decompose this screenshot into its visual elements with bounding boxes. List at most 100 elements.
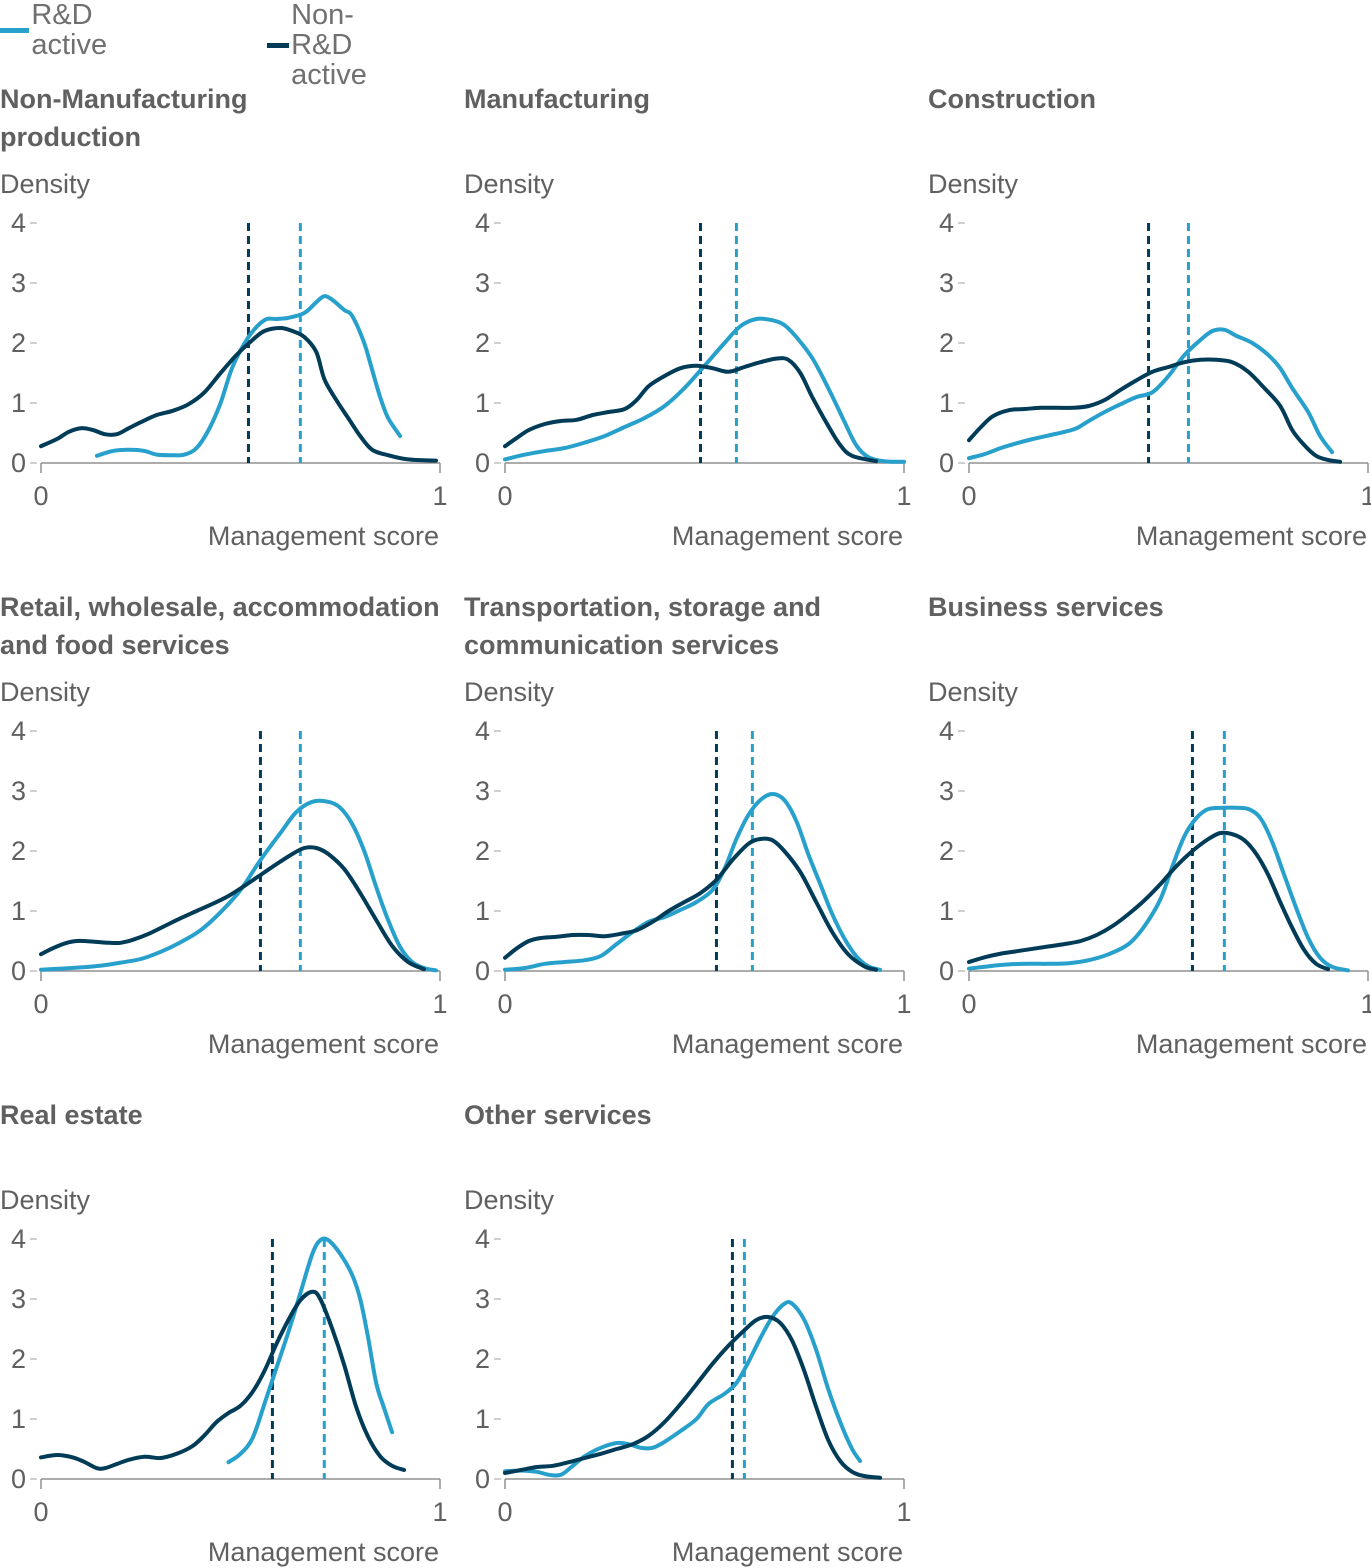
series-line-non-r-d-active [503, 836, 879, 972]
legend-label-non-rd-active: Non-R&D active [291, 0, 367, 91]
series-line-r-d-active [967, 327, 1335, 461]
x-tick-label: 1 [896, 481, 911, 511]
y-tick-label: 1 [11, 1404, 26, 1434]
series-line-non-r-d-active [39, 1289, 407, 1472]
y-axis-title: Density [928, 677, 1019, 707]
series-line-non-r-d-active [503, 356, 879, 464]
legend-item-rd-active: R&D active [0, 0, 124, 60]
x-tick-label: 1 [896, 989, 911, 1019]
x-axis-title: Management score [672, 1537, 903, 1567]
y-tick-label: 1 [475, 388, 490, 418]
panel-non-manufacturing: Non-Manufacturing production Density 0 1 2 3 4 0… [0, 84, 448, 551]
y-tick-label: 0 [475, 956, 490, 986]
series-line-r-d-active [967, 805, 1350, 973]
y-tick-label: 2 [475, 328, 490, 358]
y-tick-label: 3 [475, 776, 490, 806]
y-tick-label: 3 [11, 268, 26, 298]
y-tick-label: 0 [939, 448, 954, 478]
y-tick-label: 4 [11, 208, 26, 238]
y-axis-title: Density [464, 1185, 555, 1215]
panel-real-estate: Real estate Density 0 1 2 3 4 0 1 Management scor… [0, 1100, 448, 1567]
x-axis-title: Management score [1136, 1029, 1367, 1059]
panel-retail-wholesale-accommodation: Retail, wholesale, accommodation and food… [0, 592, 448, 1059]
y-tick-label: 1 [11, 388, 26, 418]
series-line-non-r-d-active [39, 326, 438, 463]
y-tick-label: 1 [11, 896, 26, 926]
y-tick-label: 1 [939, 388, 954, 418]
y-tick-label: 3 [939, 268, 954, 298]
panel-title: Construction [928, 84, 1096, 114]
series-line-non-r-d-active [967, 830, 1331, 972]
y-tick-label: 2 [11, 328, 26, 358]
y-tick-label: 0 [939, 956, 954, 986]
series-line-r-d-active [503, 1299, 863, 1478]
legend-item-non-rd-active: Non-R&D active [267, 0, 391, 90]
panel-title: Real estate [0, 1100, 143, 1130]
y-axis-title: Density [464, 169, 555, 199]
y-tick-label: 0 [475, 1464, 490, 1494]
panel-other-services: Other services Density 0 1 2 3 4 0 1 Management s… [464, 1100, 912, 1567]
y-tick-label: 4 [475, 716, 490, 746]
panel-title: and food services [0, 630, 230, 660]
y-tick-label: 1 [939, 896, 954, 926]
y-tick-label: 4 [475, 1224, 490, 1254]
y-tick-label: 3 [939, 776, 954, 806]
x-axis-title: Management score [1136, 521, 1367, 551]
panel-title: Other services [464, 1100, 652, 1130]
y-axis-title: Density [464, 677, 555, 707]
legend-label-rd-active: R&D active [31, 0, 108, 61]
x-tick-label: 1 [432, 989, 447, 1019]
y-tick-label: 2 [939, 836, 954, 866]
y-tick-label: 1 [475, 1404, 490, 1434]
y-tick-label: 4 [939, 716, 954, 746]
series-line-r-d-active [226, 1236, 395, 1465]
y-tick-label: 2 [939, 328, 954, 358]
panel-title: Business services [928, 592, 1164, 622]
x-tick-label: 1 [432, 481, 447, 511]
x-tick-label: 0 [497, 989, 512, 1019]
x-axis-title: Management score [208, 1029, 439, 1059]
y-tick-label: 2 [475, 836, 490, 866]
y-tick-label: 0 [11, 1464, 26, 1494]
x-tick-label: 0 [33, 989, 48, 1019]
y-axis-title: Density [0, 1185, 91, 1215]
y-axis-title: Density [928, 169, 1019, 199]
legend-swatch-non-rd-active [267, 42, 290, 48]
series-line-r-d-active [503, 316, 906, 464]
y-tick-label: 2 [11, 836, 26, 866]
panel-title: Retail, wholesale, accommodation [0, 592, 440, 622]
x-tick-label: 1 [896, 1497, 911, 1527]
series-line-non-r-d-active [39, 845, 426, 972]
y-tick-label: 3 [11, 776, 26, 806]
panel-business-services: Business services Density 0 1 2 3 4 0 1 Managemen… [928, 592, 1371, 1059]
x-tick-label: 1 [432, 1497, 447, 1527]
x-axis-title: Management score [208, 1537, 439, 1567]
x-tick-label: 0 [33, 481, 48, 511]
panel-title: Transportation, storage and [464, 592, 821, 622]
x-tick-label: 1 [1360, 989, 1371, 1019]
panel-construction: Construction Density 0 1 2 3 4 0 1 Management sco… [928, 84, 1371, 551]
panel-title: communication services [464, 630, 779, 660]
panel-title: Non-Manufacturing [0, 84, 247, 114]
y-tick-label: 3 [11, 1284, 26, 1314]
y-tick-label: 4 [11, 716, 26, 746]
legend-swatch-rd-active [0, 27, 30, 33]
series-line-non-r-d-active [503, 1314, 883, 1480]
x-tick-label: 0 [33, 1497, 48, 1527]
y-tick-label: 2 [11, 1344, 26, 1374]
x-tick-label: 0 [961, 481, 976, 511]
x-axis-title: Management score [208, 521, 439, 551]
panel-title: production [0, 122, 141, 152]
series-line-r-d-active [94, 294, 403, 458]
series-line-r-d-active [503, 792, 883, 972]
x-axis-title: Management score [672, 1029, 903, 1059]
y-tick-label: 3 [475, 268, 490, 298]
x-tick-label: 1 [1360, 481, 1371, 511]
x-tick-label: 0 [961, 989, 976, 1019]
y-tick-label: 0 [11, 448, 26, 478]
series-line-non-r-d-active [967, 357, 1343, 464]
y-tick-label: 3 [475, 1284, 490, 1314]
y-tick-label: 2 [475, 1344, 490, 1374]
y-tick-label: 4 [475, 208, 490, 238]
